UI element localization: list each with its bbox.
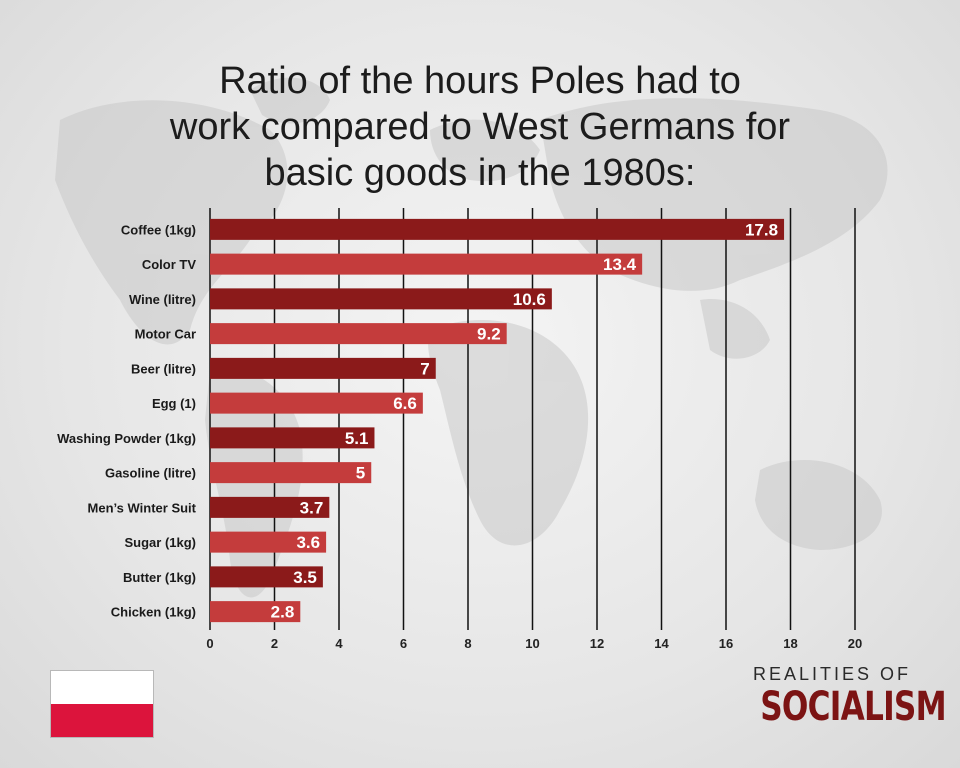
x-tick-label: 8 xyxy=(464,636,471,651)
bar xyxy=(210,357,436,379)
bar-value-label: 5 xyxy=(356,464,365,483)
category-label: Beer (litre) xyxy=(131,361,196,376)
bar-value-label: 9.2 xyxy=(477,325,501,344)
flag-white-stripe xyxy=(51,671,153,704)
bar-value-label: 3.5 xyxy=(293,568,317,587)
bar-value-label: 2.8 xyxy=(271,603,295,622)
x-tick-label: 18 xyxy=(783,636,797,651)
category-label: Sugar (1kg) xyxy=(124,535,196,550)
bar-value-label: 13.4 xyxy=(603,255,637,274)
bar xyxy=(210,462,372,484)
brand-main-text: SOCIALISM xyxy=(760,684,946,730)
title-line-2: work compared to West Germans for xyxy=(169,106,791,148)
bar xyxy=(210,496,330,518)
bar-value-label: 7 xyxy=(420,359,429,378)
bar xyxy=(210,253,643,275)
bar-value-label: 5.1 xyxy=(345,429,369,448)
x-tick-label: 6 xyxy=(400,636,407,651)
x-tick-label: 16 xyxy=(719,636,733,651)
category-label: Color TV xyxy=(142,257,196,272)
bar xyxy=(210,427,375,449)
poland-flag-icon xyxy=(50,670,154,738)
flag-red-stripe xyxy=(51,704,153,737)
category-label: Gasoline (litre) xyxy=(105,466,196,481)
category-label: Egg (1) xyxy=(152,396,196,411)
brand-logo: REALITIES OF SOCIALISM xyxy=(740,664,947,730)
x-tick-label: 10 xyxy=(525,636,539,651)
x-tick-label: 12 xyxy=(590,636,604,651)
chart-title: Ratio of the hours Poles had to work com… xyxy=(80,58,880,196)
bar xyxy=(210,218,785,240)
category-label: Wine (litre) xyxy=(129,292,196,307)
category-label: Motor Car xyxy=(135,327,196,342)
x-tick-label: 0 xyxy=(206,636,213,651)
x-tick-label: 20 xyxy=(848,636,862,651)
category-label: Men’s Winter Suit xyxy=(88,500,197,515)
category-label: Chicken (1kg) xyxy=(111,605,196,620)
brand-top-text: REALITIES OF xyxy=(752,664,912,684)
bar-value-label: 3.6 xyxy=(296,533,320,552)
bar xyxy=(210,392,423,414)
x-tick-label: 14 xyxy=(654,636,669,651)
bar-value-label: 10.6 xyxy=(513,290,546,309)
bar xyxy=(210,323,507,345)
title-line-3: basic goods in the 1980s: xyxy=(264,152,696,194)
bar-chart: 0 2 4 6 8 10 12 14 16 18 20 17.8 Coffee (1kg) 13.4 Col… xyxy=(57,208,862,651)
bar xyxy=(210,288,552,310)
category-label: Coffee (1kg) xyxy=(121,222,196,237)
category-label: Butter (1kg) xyxy=(123,570,196,585)
x-tick-label: 4 xyxy=(335,636,343,651)
bar-value-label: 3.7 xyxy=(300,498,324,517)
category-label: Washing Powder (1kg) xyxy=(57,431,196,446)
title-line-1: Ratio of the hours Poles had to xyxy=(219,60,741,102)
bar xyxy=(210,531,327,553)
bar-value-label: 6.6 xyxy=(393,394,417,413)
bar xyxy=(210,566,323,588)
bar-value-label: 17.8 xyxy=(745,220,778,239)
bar xyxy=(210,601,301,623)
x-tick-label: 2 xyxy=(271,636,278,651)
